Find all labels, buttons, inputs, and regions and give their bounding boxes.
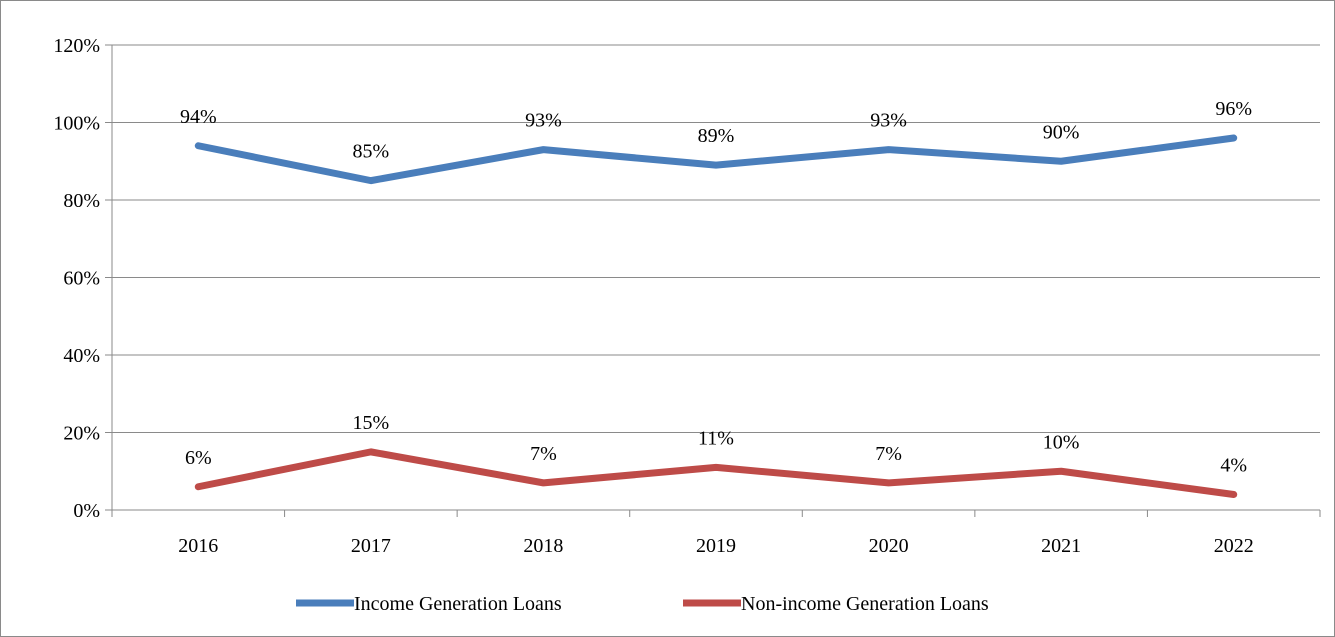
x-tick-label: 2017: [351, 535, 391, 557]
data-label: 90%: [1043, 121, 1080, 143]
x-tick-label: 2016: [178, 535, 218, 557]
data-labels: 94% 85% 93% 89% 93% 90% 96% 6% 15% 7% 11% 7% 10% 4%: [180, 98, 1252, 477]
data-label: 94%: [180, 106, 217, 128]
y-tick-label: 100%: [53, 113, 100, 135]
data-label: 89%: [698, 125, 735, 147]
data-point: [542, 481, 545, 484]
data-point: [197, 144, 200, 147]
data-label: 15%: [353, 412, 390, 434]
data-label: 93%: [525, 110, 562, 132]
y-tick-label: 80%: [63, 190, 100, 212]
gridlines: [112, 44, 1320, 433]
x-tick-label: 2022: [1214, 535, 1254, 557]
data-label: 85%: [353, 141, 390, 163]
data-label: 7%: [530, 443, 557, 465]
axes: 0% 20% 40% 60% 80% 100% 120% 2016 2017 2018 2019 20…: [53, 35, 1321, 557]
data-point: [369, 450, 372, 453]
y-tick-label: 0%: [73, 500, 100, 522]
data-point: [197, 485, 200, 488]
data-label: 6%: [185, 447, 212, 469]
data-point: [715, 164, 717, 167]
series-lines: [194, 134, 1238, 498]
data-label: 10%: [1043, 431, 1080, 453]
data-point: [715, 466, 717, 469]
data-point: [1060, 160, 1063, 163]
x-tick-label: 2018: [523, 535, 563, 557]
legend: Income Generation Loans Non-income Genera…: [296, 593, 989, 615]
data-label: 96%: [1215, 98, 1252, 120]
data-label: 4%: [1220, 455, 1247, 477]
legend-label-1: Non-income Generation Loans: [741, 593, 989, 615]
x-tick-label: 2021: [1041, 535, 1081, 557]
data-point: [1232, 137, 1235, 139]
y-tick-label: 60%: [63, 268, 100, 290]
data-point: [1232, 493, 1235, 496]
data-label: 11%: [698, 427, 734, 449]
legend-label-0: Income Generation Loans: [354, 593, 562, 615]
x-tick-label: 2019: [696, 535, 736, 557]
data-label: 7%: [875, 443, 902, 465]
x-tick-label: 2020: [869, 535, 909, 557]
data-point: [1060, 470, 1063, 473]
y-tick-label: 120%: [53, 35, 100, 57]
data-point: [887, 481, 890, 484]
y-tick-label: 40%: [63, 345, 100, 367]
y-tick-label: 20%: [63, 423, 100, 445]
data-point: [369, 179, 372, 182]
data-point: [887, 148, 890, 151]
data-label: 93%: [870, 110, 907, 132]
data-point: [542, 148, 545, 151]
